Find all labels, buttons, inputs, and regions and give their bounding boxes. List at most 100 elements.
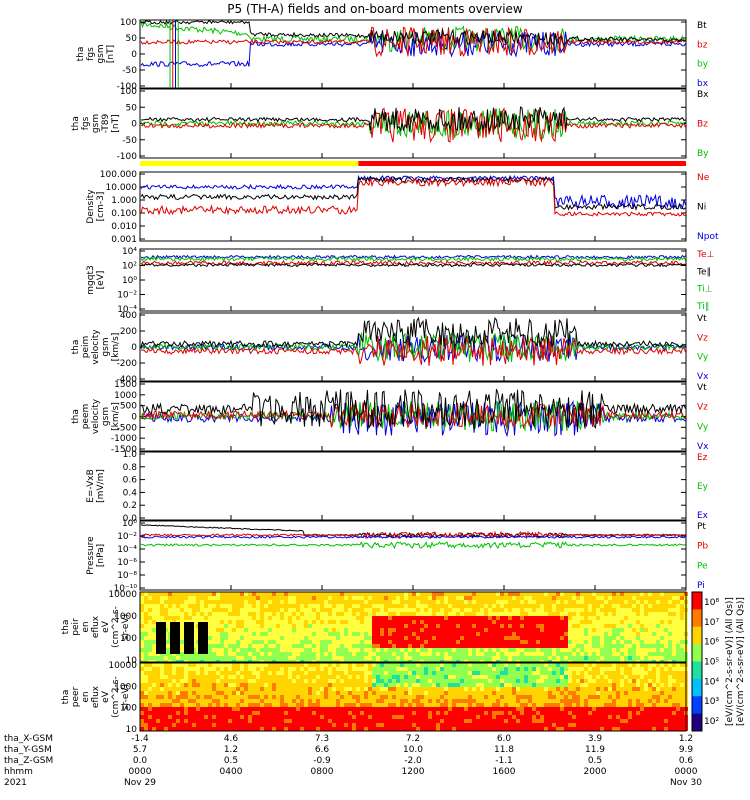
- spectrogram-cell: [572, 604, 576, 608]
- legend-vy: Vy: [697, 353, 709, 363]
- spectrogram-cell: [268, 711, 272, 715]
- spectrogram-cell: [512, 592, 516, 596]
- spectrogram-cell: [476, 620, 480, 624]
- spectrogram-cell: [612, 707, 616, 711]
- spectrogram-cell: [412, 608, 416, 612]
- spectrogram-cell: [396, 596, 400, 600]
- spectrogram-cell: [224, 648, 228, 652]
- spectrogram-cell: [392, 691, 396, 695]
- spectrogram-cell: [556, 707, 560, 711]
- spectrogram-cell: [408, 719, 412, 723]
- spectrogram-cell: [284, 596, 288, 600]
- spectrogram-cell: [144, 648, 148, 652]
- spectrogram-cell: [320, 667, 324, 671]
- spectrogram-cell: [428, 683, 432, 687]
- spectrogram-cell: [384, 640, 388, 644]
- spectrogram-cell: [408, 632, 412, 636]
- spectrogram-cell: [520, 663, 524, 667]
- spectrogram-cell: [592, 667, 596, 671]
- spectrogram-cell: [480, 640, 484, 644]
- spectrogram-cell: [308, 683, 312, 687]
- spectrogram-cell: [528, 711, 532, 715]
- spectrogram-cell: [608, 648, 612, 652]
- spectrogram-cell: [652, 675, 656, 679]
- spectrogram-cell: [320, 683, 324, 687]
- spectrogram-cell: [440, 691, 444, 695]
- spectrogram-cell: [320, 592, 324, 596]
- spectrogram-cell: [144, 608, 148, 612]
- spectrogram-cell: [616, 663, 620, 667]
- spectrogram-cell: [184, 592, 188, 596]
- spectrogram-cell: [144, 695, 148, 699]
- spectrogram-cell: [260, 695, 264, 699]
- spectrogram-cell: [368, 703, 372, 707]
- spectrogram-cell: [468, 695, 472, 699]
- panel-frame: [139, 591, 687, 663]
- spectrogram-cell: [592, 707, 596, 711]
- y-tick-label: 0.0: [123, 514, 138, 524]
- spectrogram-cell: [296, 652, 300, 656]
- spectrogram-cell: [316, 663, 320, 667]
- spectrogram-cell: [592, 679, 596, 683]
- spectrogram-cell: [484, 600, 488, 604]
- spectrogram-cell: [248, 719, 252, 723]
- spectrogram-cell: [300, 679, 304, 683]
- spectrogram-cell: [180, 600, 184, 604]
- spectrogram-cell: [276, 691, 280, 695]
- spectrogram-cell: [344, 596, 348, 600]
- spectrogram-cell: [244, 707, 248, 711]
- spectrogram-cell: [192, 671, 196, 675]
- spectrogram-cell: [224, 711, 228, 715]
- spectrogram-cell: [352, 675, 356, 679]
- spectrogram-cell: [420, 624, 424, 628]
- spectrogram-cell: [296, 675, 300, 679]
- spectrogram-cell: [356, 707, 360, 711]
- spectrogram-cell: [568, 667, 572, 671]
- spectrogram-cell: [144, 624, 148, 628]
- spectrogram-cell: [396, 723, 400, 727]
- spectrogram-cell: [248, 592, 252, 596]
- spectrogram-cell: [556, 671, 560, 675]
- spectrogram-cell: [252, 600, 256, 604]
- spectrogram-cell: [636, 683, 640, 687]
- spectrogram-cell: [212, 683, 216, 687]
- spectrogram-cell: [244, 596, 248, 600]
- spectrogram-cell: [456, 671, 460, 675]
- spectrogram-cell: [356, 667, 360, 671]
- spectrogram-cell: [468, 671, 472, 675]
- spectrogram-cell: [568, 671, 572, 675]
- spectrogram-cell: [304, 707, 308, 711]
- spectrogram-cell: [152, 695, 156, 699]
- spectrogram-cell: [372, 632, 376, 636]
- spectrogram-cell: [512, 596, 516, 600]
- spectrogram-cell: [148, 683, 152, 687]
- spectrogram-cell: [568, 644, 572, 648]
- spectrogram-cell: [400, 648, 404, 652]
- y-tick-label: 0: [131, 413, 137, 423]
- spectrogram-cell: [400, 699, 404, 703]
- spectrogram-cell: [388, 719, 392, 723]
- spectrogram-cell: [144, 687, 148, 691]
- spectrogram-cell: [600, 707, 604, 711]
- spectrogram-cell: [280, 596, 284, 600]
- spectrogram-cell: [364, 715, 368, 719]
- spectrogram-cell: [452, 640, 456, 644]
- spectrogram-cell: [216, 703, 220, 707]
- spectrogram-cell: [548, 656, 552, 660]
- spectrogram-cell: [664, 592, 668, 596]
- spectrogram-cell: [184, 723, 188, 727]
- spectrogram-cell: [188, 707, 192, 711]
- spectrogram-cell: [540, 715, 544, 719]
- spectrogram-cell: [648, 592, 652, 596]
- spectrogram-cell: [496, 604, 500, 608]
- spectrogram-cell: [200, 667, 204, 671]
- spectrogram-cell: [580, 652, 584, 656]
- spectrogram-cell: [272, 687, 276, 691]
- spectrogram-cell: [548, 715, 552, 719]
- spectrogram-cell: [480, 687, 484, 691]
- spectrogram-cell: [440, 667, 444, 671]
- spectrogram-cell: [372, 719, 376, 723]
- spectrogram-cell: [336, 727, 340, 731]
- spectrogram-cell: [548, 600, 552, 604]
- spectrogram-cell: [400, 723, 404, 727]
